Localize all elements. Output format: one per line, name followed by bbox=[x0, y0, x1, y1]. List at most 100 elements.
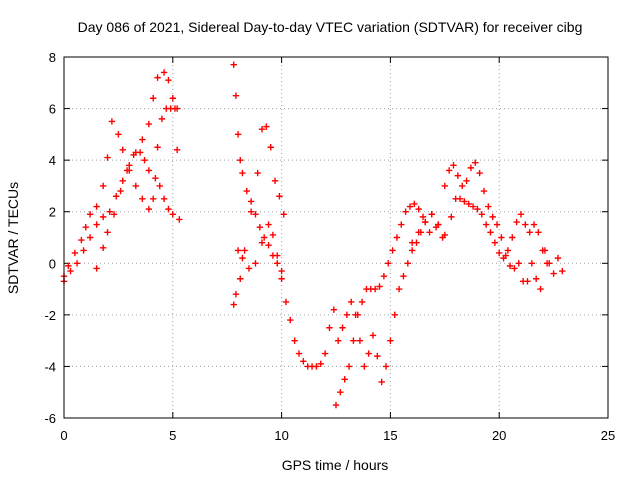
data-point bbox=[173, 105, 181, 112]
data-point bbox=[361, 363, 368, 370]
data-point bbox=[276, 193, 283, 200]
x-tick-label: 5 bbox=[169, 428, 176, 443]
data-point bbox=[404, 260, 412, 267]
axis-ticks: 0 5 10 15 20 25 -6 -4 -2 0 2 4 6 8 bbox=[44, 50, 615, 443]
data-point bbox=[139, 195, 146, 203]
data-point bbox=[154, 144, 161, 151]
data-point bbox=[258, 239, 266, 246]
data-point bbox=[334, 337, 342, 344]
data-point bbox=[145, 120, 153, 128]
y-tick-label: -4 bbox=[44, 359, 56, 374]
data-point bbox=[509, 234, 516, 241]
data-point bbox=[537, 285, 544, 293]
data-point bbox=[539, 247, 546, 254]
data-point bbox=[156, 182, 163, 190]
data-point bbox=[176, 216, 183, 223]
data-point bbox=[485, 203, 492, 210]
data-point bbox=[243, 187, 250, 195]
data-point bbox=[365, 350, 372, 357]
data-point bbox=[265, 221, 272, 228]
data-point bbox=[385, 260, 392, 267]
data-point bbox=[78, 236, 85, 244]
data-point bbox=[428, 211, 435, 218]
data-point bbox=[152, 174, 159, 182]
data-point bbox=[408, 239, 416, 246]
data-point bbox=[136, 149, 144, 156]
data-point bbox=[376, 283, 383, 290]
data-point bbox=[330, 306, 338, 313]
data-point bbox=[378, 378, 385, 386]
x-tick-label: 20 bbox=[492, 428, 506, 443]
data-point bbox=[398, 221, 405, 228]
data-point bbox=[358, 298, 366, 306]
data-point bbox=[321, 350, 329, 357]
series-trace-i bbox=[441, 159, 566, 293]
data-point bbox=[411, 200, 418, 208]
data-point bbox=[550, 270, 557, 277]
y-tick-label: -2 bbox=[44, 308, 56, 323]
data-point bbox=[300, 358, 307, 365]
data-point bbox=[356, 337, 364, 344]
data-point bbox=[239, 169, 246, 177]
data-point bbox=[543, 260, 551, 267]
data-point bbox=[480, 187, 488, 195]
data-point bbox=[274, 260, 281, 267]
data-point bbox=[119, 177, 126, 184]
data-point bbox=[454, 172, 462, 179]
y-tick-label: 4 bbox=[49, 153, 56, 168]
data-point bbox=[496, 249, 503, 257]
data-point bbox=[332, 401, 340, 409]
data-point bbox=[82, 223, 89, 231]
data-point bbox=[491, 239, 499, 246]
data-point bbox=[145, 167, 153, 174]
data-point bbox=[476, 169, 483, 177]
data-point bbox=[252, 211, 259, 218]
data-point bbox=[450, 162, 457, 169]
data-point bbox=[278, 275, 285, 282]
data-point bbox=[150, 95, 157, 102]
data-point bbox=[165, 205, 172, 213]
data-point bbox=[71, 249, 79, 257]
data-point bbox=[119, 146, 126, 154]
data-point bbox=[234, 131, 242, 138]
data-point bbox=[348, 298, 355, 306]
data-point bbox=[254, 169, 261, 177]
data-point bbox=[371, 285, 379, 293]
data-point bbox=[463, 177, 470, 184]
data-point bbox=[352, 311, 359, 319]
data-point bbox=[237, 275, 244, 282]
series-trace-d bbox=[230, 61, 285, 275]
data-point bbox=[67, 267, 74, 275]
data-point bbox=[132, 182, 140, 190]
y-tick-label: -6 bbox=[44, 411, 56, 426]
grid-lines bbox=[64, 57, 608, 418]
data-point bbox=[258, 126, 266, 133]
data-point bbox=[535, 229, 542, 236]
data-point bbox=[489, 213, 496, 221]
data-point bbox=[169, 211, 176, 218]
data-point bbox=[93, 221, 100, 228]
chart-title: Day 086 of 2021, Sidereal Day-to-day VTE… bbox=[78, 19, 583, 35]
series-trace-h bbox=[334, 211, 442, 386]
data-point bbox=[326, 324, 333, 331]
y-tick-label: 8 bbox=[49, 50, 56, 65]
data-point bbox=[461, 198, 468, 205]
data-point bbox=[280, 211, 287, 218]
data-point bbox=[267, 144, 274, 151]
data-point bbox=[241, 247, 248, 254]
x-tick-label: 15 bbox=[383, 428, 397, 443]
x-tick-label: 0 bbox=[60, 428, 67, 443]
data-point bbox=[472, 159, 479, 166]
data-point bbox=[160, 195, 168, 203]
data-point bbox=[441, 182, 448, 190]
x-axis-label: GPS time / hours bbox=[282, 457, 389, 473]
data-point bbox=[65, 262, 72, 270]
data-point bbox=[465, 200, 472, 208]
data-point bbox=[435, 221, 442, 228]
data-point bbox=[232, 291, 240, 298]
series-trace-j bbox=[408, 195, 551, 267]
data-point bbox=[260, 234, 268, 241]
data-point bbox=[99, 244, 107, 252]
data-point bbox=[559, 267, 566, 275]
data-point bbox=[445, 167, 453, 174]
